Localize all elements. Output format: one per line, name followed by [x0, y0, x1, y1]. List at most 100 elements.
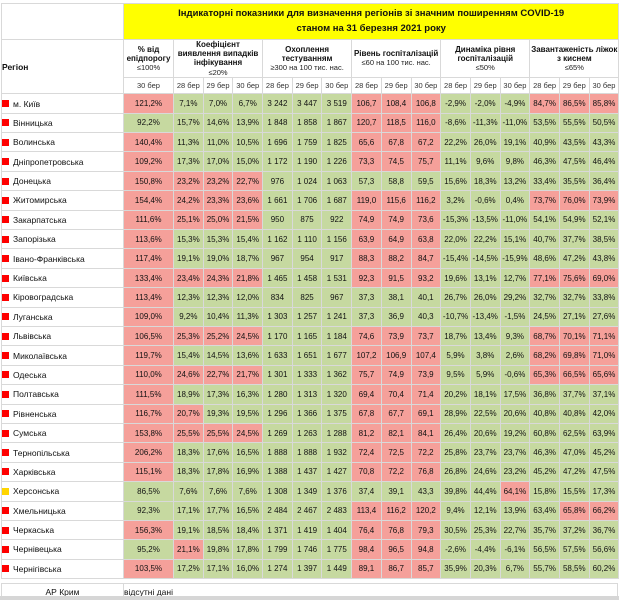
group-label: Завантаженість ліжок з киснем	[531, 44, 618, 63]
column-group-header: % від епідпорогу ≤100%	[123, 38, 174, 79]
value-cell: 60,2%	[588, 558, 619, 580]
value-cell: 967	[321, 287, 353, 308]
value-cell: 1 465	[262, 267, 293, 289]
value-cell: 58,8	[380, 170, 412, 192]
value-cell: 57,3	[351, 170, 382, 192]
value-cell: 3 519	[321, 93, 353, 114]
footer-table: АР Крим відсутні дані	[1, 583, 618, 596]
region-name: Черкаська	[13, 525, 55, 536]
value-cell: 22,7%	[202, 364, 234, 386]
value-cell: 22,2%	[440, 132, 471, 153]
value-cell: 16,5%	[232, 500, 264, 521]
value-cell: 17,3%	[202, 384, 234, 405]
value-cell: 1 170	[262, 325, 293, 347]
value-cell: 43,8%	[588, 248, 619, 269]
value-cell: 1 156	[321, 229, 353, 250]
value-cell: 27,6%	[588, 306, 619, 328]
date-header: 28 бер	[440, 77, 471, 95]
value-cell: 24,5%	[232, 325, 264, 347]
value-cell: 10,4%	[202, 306, 234, 328]
date-header: 29 бер	[202, 77, 234, 95]
value-cell: 37,4	[351, 481, 382, 502]
value-cell: 3,2%	[440, 190, 471, 211]
value-cell: 1 063	[321, 170, 353, 192]
value-cell: 17,0%	[202, 151, 234, 172]
value-cell: 7,1%	[173, 93, 204, 114]
value-cell: 1 696	[262, 132, 293, 153]
value-cell: 17,3%	[588, 481, 619, 502]
region-name: Хмельницька	[13, 505, 66, 516]
value-cell: 17,1%	[173, 500, 204, 521]
value-cell: 98,4	[351, 539, 382, 560]
value-cell: 11,0%	[202, 132, 234, 153]
footer-region: АР Крим	[1, 583, 124, 596]
value-cell: 65,8%	[558, 500, 590, 521]
value-cell: 1 633	[262, 345, 293, 366]
value-cell: 47,2%	[558, 461, 590, 483]
region-status-marker	[2, 158, 9, 166]
region-status-marker	[2, 100, 9, 107]
value-cell: 43,5%	[558, 132, 590, 153]
value-cell: 9,3%	[499, 325, 531, 347]
value-cell: 1 366	[291, 403, 323, 424]
value-cell: 18,1%	[469, 384, 501, 405]
table-title: Індикаторні показники для визначення рег…	[122, 3, 619, 40]
value-cell: 42,0%	[588, 403, 619, 424]
value-cell: 95,2%	[123, 539, 174, 560]
table-row: Харківська 115,1% 18,3% 17,8% 16,9% 1 388 1 43…	[1, 461, 619, 483]
value-cell: -13,4%	[469, 306, 501, 328]
value-cell: 1 458	[291, 267, 323, 289]
value-cell: -11,3%	[469, 112, 501, 134]
value-cell: 206,2%	[123, 442, 174, 463]
value-cell: 19,5%	[232, 403, 264, 424]
group-label: % від епідпорогу	[126, 44, 171, 63]
value-cell: 76,8	[410, 461, 442, 483]
value-cell: 15,0%	[232, 151, 264, 172]
group-label: Охоплення тестуванням	[281, 44, 333, 63]
value-cell: 26,0%	[469, 287, 501, 308]
region-status-marker	[2, 526, 9, 534]
value-cell: 36,7%	[588, 519, 619, 541]
value-cell: 1 848	[262, 112, 293, 134]
region-status-marker	[2, 565, 9, 573]
region-cell: Донецька	[1, 170, 124, 192]
value-cell: 25,3%	[173, 325, 204, 347]
region-cell: Дніпропетровська	[1, 151, 124, 172]
value-cell: 71,0%	[588, 345, 619, 366]
value-cell: 19,1%	[173, 248, 204, 269]
value-cell: 14,5%	[202, 345, 234, 366]
value-cell: 32,7%	[529, 287, 560, 308]
value-cell: 7,6%	[202, 481, 234, 502]
value-cell: 19,8%	[202, 539, 234, 560]
region-cell: Рівненська	[1, 403, 124, 424]
value-cell: 40,8%	[529, 403, 560, 424]
region-cell: Львівська	[1, 325, 124, 347]
value-cell: 118,5	[380, 112, 412, 134]
value-cell: 156,3%	[123, 519, 174, 541]
value-cell: 1 531	[321, 267, 353, 289]
value-cell: 20,6%	[499, 403, 531, 424]
region-status-marker	[2, 274, 9, 282]
value-cell: 18,3%	[173, 442, 204, 463]
value-cell: 69,0%	[588, 267, 619, 289]
region-name: Кіровоградська	[13, 292, 74, 303]
value-cell: 37,7%	[558, 384, 590, 405]
value-cell: -0,6%	[469, 190, 501, 211]
value-cell: 106,9	[380, 345, 412, 366]
value-cell: 25,5%	[173, 422, 204, 444]
value-cell: 30,5%	[440, 519, 471, 541]
value-cell: 834	[262, 287, 293, 308]
value-cell: -2,9%	[440, 93, 471, 114]
value-cell: 88,2	[380, 248, 412, 269]
value-cell: 21,7%	[232, 364, 264, 386]
value-cell: 69,1	[410, 403, 442, 424]
value-cell: 111,6%	[123, 209, 174, 231]
value-cell: -2,6%	[440, 539, 471, 560]
value-cell: 2,6%	[499, 345, 531, 366]
column-group-header: Рівень госпіталізацій ≤60 на 100 тис. нас…	[351, 38, 442, 79]
region-status-marker	[2, 177, 9, 185]
value-cell: 1 799	[262, 539, 293, 560]
value-cell: 55,5%	[558, 112, 590, 134]
column-headers-row: Регіон % від епідпорогу ≤100% Коефіцієнт в…	[1, 38, 619, 95]
value-cell: -10,7%	[440, 306, 471, 328]
